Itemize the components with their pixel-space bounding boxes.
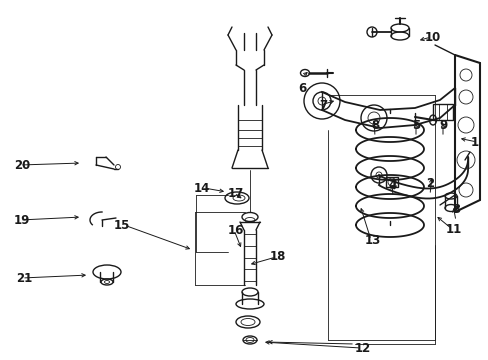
Text: 1: 1: [470, 135, 478, 149]
Text: 9: 9: [438, 119, 446, 132]
Text: 2: 2: [425, 177, 433, 190]
Bar: [432, 104, 452, 120]
Text: 13: 13: [364, 234, 381, 247]
Text: 6: 6: [297, 82, 305, 95]
Text: 10: 10: [424, 31, 440, 44]
Text: 17: 17: [227, 186, 244, 199]
Text: 5: 5: [411, 119, 419, 132]
Text: 4: 4: [388, 179, 396, 192]
Text: 19: 19: [14, 213, 30, 226]
Bar: [385, 177, 397, 187]
Text: 11: 11: [445, 222, 461, 235]
Text: 15: 15: [113, 219, 130, 231]
Text: 12: 12: [354, 342, 370, 355]
Text: 8: 8: [370, 119, 378, 132]
Text: 18: 18: [269, 251, 286, 264]
Text: 3: 3: [451, 203, 459, 216]
Text: 20: 20: [14, 158, 30, 171]
Text: 16: 16: [227, 224, 244, 237]
Text: 14: 14: [193, 181, 209, 194]
Text: 21: 21: [16, 271, 32, 284]
Text: 7: 7: [318, 99, 326, 112]
